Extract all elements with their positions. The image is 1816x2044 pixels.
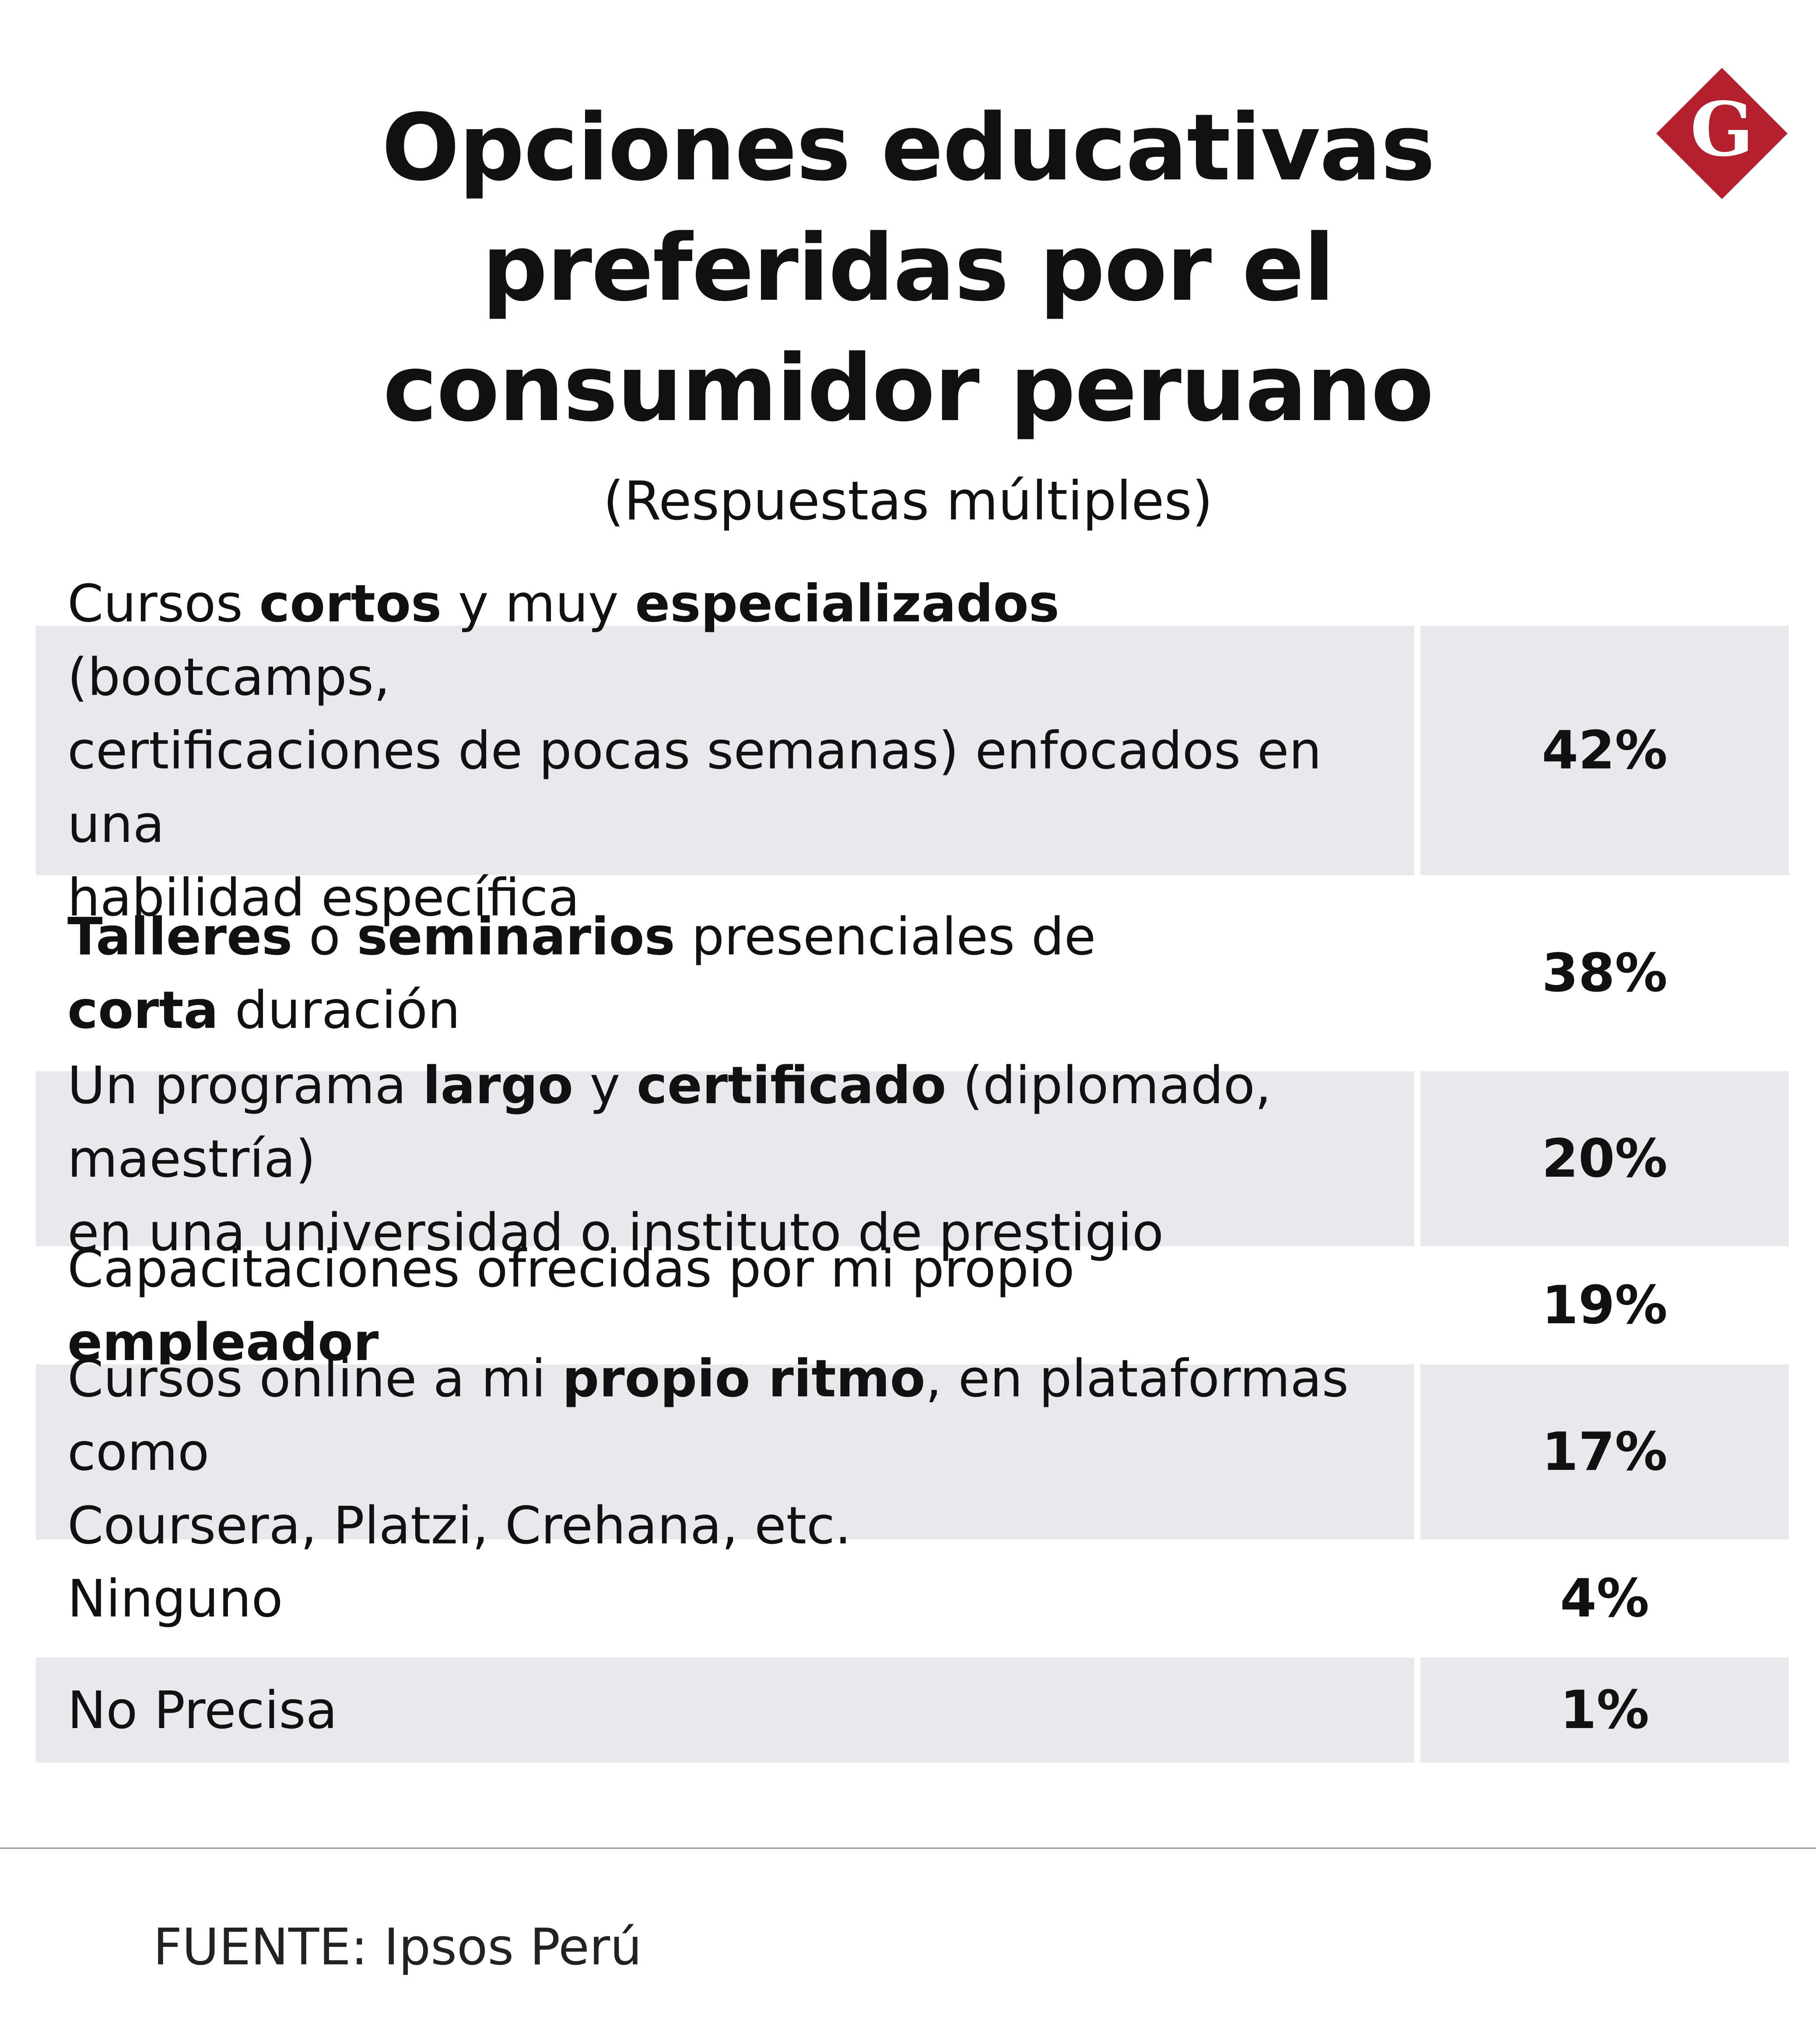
row-label-text: Cursos online a mi [67, 1348, 562, 1409]
row-label-bold: largo [423, 1055, 573, 1115]
row-label-text: certificaciones de pocas semanas) enfoca… [67, 720, 1322, 854]
row-value: 19% [1542, 1275, 1668, 1336]
row-label-bold: seminarios [357, 906, 675, 967]
results-table: Cursos cortos y muy especializados (boot… [36, 573, 1789, 1769]
chart-title-line: Opciones educativas [381, 94, 1435, 201]
logo-letter: G [1690, 86, 1753, 173]
row-label-text: (bootcamps, [67, 647, 390, 707]
row-value: 20% [1420, 1071, 1789, 1246]
row-label: Cursos cortos y muy especializados (boot… [36, 573, 1414, 928]
row-label: Ninguno [36, 1546, 1414, 1651]
chart-title: Opciones educativas preferidas por el co… [306, 88, 1510, 449]
row-value: 38% [1542, 943, 1668, 1004]
title-block: Opciones educativas preferidas por el co… [306, 88, 1510, 536]
source-note: FUENTE: Ipsos Perú [153, 1918, 642, 1977]
row-label-bold: corta [67, 980, 219, 1040]
row-label: No Precisa [36, 1658, 1414, 1763]
row-label-bold: empleador [67, 1312, 379, 1372]
row-value: 4% [1560, 1568, 1649, 1629]
row-label-text: habilidad específica [67, 867, 580, 928]
row-value: 1% [1420, 1658, 1789, 1763]
row-label-text: en una universidad o instituto de presti… [67, 1202, 1164, 1262]
table-row: Cursos cortos y muy especializados (boot… [36, 573, 1789, 928]
row-label-text: presenciales de [675, 906, 1096, 967]
chart-title-line: consumidor peruano [382, 335, 1434, 442]
diamond-g-logo-icon: G [1656, 68, 1788, 199]
chart-title-line: preferidas por el [482, 214, 1335, 322]
row-label: Cursos online a mi propio ritmo, en plat… [36, 1348, 1414, 1556]
row-label: Talleres o seminarios presenciales de cor… [36, 881, 1414, 1065]
row-value: 42% [1420, 626, 1789, 875]
row-label-text: , en plataformas como [67, 1348, 1349, 1482]
row-label-text: Un programa [67, 1055, 423, 1115]
row-label-bold: Talleres [67, 906, 293, 967]
table-row: Ninguno 4% [36, 1546, 1789, 1651]
row-label-text: Capacitaciones ofrecidas por mi propio [67, 1238, 1075, 1299]
table-row: Cursos online a mi propio ritmo, en plat… [36, 1348, 1789, 1556]
row-label-text: y [573, 1055, 637, 1115]
table-row: Capacitaciones ofrecidas por mi propio e… [36, 1238, 1789, 1372]
table-row: No Precisa 1% [36, 1658, 1789, 1763]
table-row: Talleres o seminarios presenciales de cor… [36, 881, 1789, 1065]
row-label-bold: certificado [636, 1055, 947, 1115]
table-row: Un programa largo y certificado (diploma… [36, 1055, 1789, 1262]
row-label-text: o [292, 906, 357, 967]
row-label-bold: cortos [259, 573, 442, 634]
row-label-bold: propio ritmo [562, 1348, 926, 1409]
row-label-text: y muy [442, 573, 635, 634]
row-label-text: No Precisa [67, 1680, 338, 1740]
row-label-bold: especializados [635, 573, 1059, 634]
row-label-text: (diplomado, maestría) [67, 1055, 1272, 1189]
footer-divider [0, 1848, 1816, 1849]
row-label-text: Coursera, Platzi, Crehana, etc. [67, 1495, 852, 1556]
row-label: Capacitaciones ofrecidas por mi propio e… [36, 1238, 1414, 1372]
chart-subtitle: (Respuestas múltiples) [603, 470, 1213, 532]
row-label-text: Ninguno [67, 1568, 283, 1629]
row-label-text: duración [218, 980, 460, 1040]
row-label: Un programa largo y certificado (diploma… [36, 1055, 1414, 1262]
row-value: 17% [1420, 1364, 1789, 1539]
row-label-text: Cursos [67, 573, 259, 634]
